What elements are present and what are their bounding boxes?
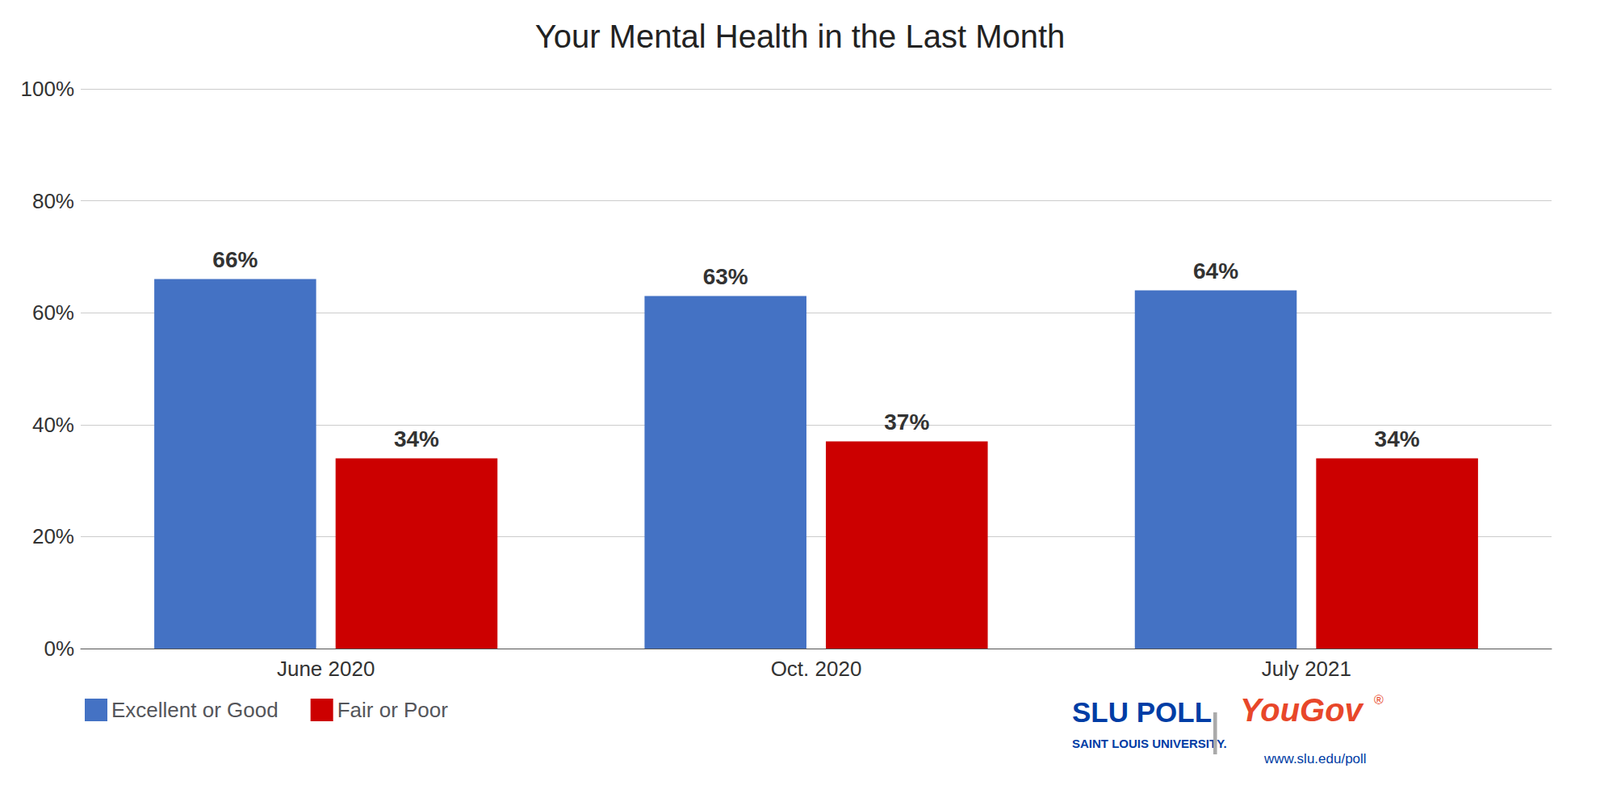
svg-text:Excellent or Good: Excellent or Good bbox=[111, 697, 279, 722]
svg-text:Oct. 2020: Oct. 2020 bbox=[770, 656, 863, 681]
svg-text:YouGov: YouGov bbox=[1239, 691, 1366, 728]
svg-text:100%: 100% bbox=[20, 76, 76, 101]
svg-text:40%: 40% bbox=[32, 412, 75, 437]
svg-text:64%: 64% bbox=[1193, 258, 1239, 284]
svg-text:June 2020: June 2020 bbox=[276, 656, 375, 681]
svg-text:July 2021: July 2021 bbox=[1261, 656, 1352, 681]
svg-text:34%: 34% bbox=[1374, 426, 1420, 452]
svg-text:®: ® bbox=[1373, 692, 1384, 707]
svg-text:0%: 0% bbox=[43, 636, 75, 661]
svg-text:SLU POLL: SLU POLL bbox=[1072, 695, 1212, 728]
svg-text:34%: 34% bbox=[393, 426, 440, 452]
svg-text:|: | bbox=[1209, 703, 1222, 754]
svg-text:20%: 20% bbox=[32, 523, 75, 549]
svg-text:Fair or Poor: Fair or Poor bbox=[337, 697, 449, 722]
svg-text:63%: 63% bbox=[703, 263, 749, 290]
svg-text:80%: 80% bbox=[32, 188, 75, 214]
svg-text:Your Mental Health in the Last: Your Mental Health in the Last Month bbox=[535, 18, 1066, 55]
svg-text:37%: 37% bbox=[883, 409, 930, 435]
svg-text:60%: 60% bbox=[32, 300, 75, 325]
svg-text:www.slu.edu/poll: www.slu.edu/poll bbox=[1263, 750, 1367, 767]
svg-text:SAINT LOUIS UNIVERSITY.: SAINT LOUIS UNIVERSITY. bbox=[1072, 736, 1228, 750]
svg-text:66%: 66% bbox=[212, 247, 258, 273]
